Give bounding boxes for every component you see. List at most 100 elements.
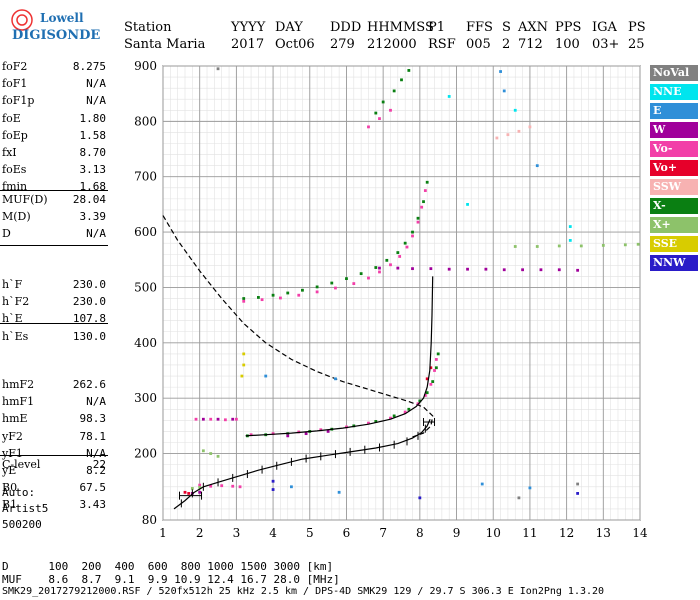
footer-muf-row: MUF 8.6 8.7 9.1 9.9 10.9 12.4 16.7 28.0 …: [2, 573, 340, 586]
param-key: M(D): [2, 210, 31, 224]
data-point: [389, 263, 392, 267]
param-row: foEp 1.58: [2, 129, 106, 145]
data-point: [290, 485, 293, 489]
data-point: [506, 133, 510, 137]
param-key: D: [2, 227, 11, 241]
data-point: [198, 483, 202, 487]
data-point: [194, 417, 198, 421]
data-point: [422, 200, 425, 204]
param-key: hmF1: [2, 395, 35, 409]
data-point: [242, 352, 246, 356]
param-value: 3.43: [79, 498, 107, 512]
data-point: [220, 484, 224, 488]
param-separator: [0, 323, 108, 324]
param-row: yF1 N/A: [2, 447, 106, 463]
data-point: [396, 266, 400, 270]
data-point: [480, 482, 484, 486]
header-hhmmss-label: HHMMSS: [367, 20, 434, 35]
legend-item: X-: [650, 198, 698, 214]
footer-distance-row: D 100 200 400 600 800 1000 1500 3000 [km…: [2, 560, 334, 573]
param-key: yF1: [2, 446, 23, 460]
x-tick-label: 5: [306, 526, 314, 540]
data-point: [334, 377, 337, 381]
data-point: [403, 241, 407, 245]
data-point: [466, 267, 469, 271]
x-tick-label: 10: [486, 526, 501, 540]
legend-item: SSE: [650, 236, 698, 252]
param-key: C-level: [2, 458, 41, 471]
data-point: [242, 363, 246, 367]
y-tick-label: 80: [142, 513, 157, 527]
param-value: 98.3: [79, 412, 107, 426]
param-value: 230.0: [72, 278, 106, 291]
y-tick-label: 300: [134, 391, 157, 405]
param-row: hmF2 262.6: [2, 378, 106, 394]
param-key: h`Es: [2, 329, 29, 343]
x-tick-label: 14: [632, 526, 648, 540]
data-point: [271, 479, 275, 483]
param-value: 107.8: [72, 312, 106, 326]
data-point: [216, 67, 220, 71]
data-point: [539, 268, 543, 272]
data-point: [385, 258, 389, 262]
param-key: B1: [2, 498, 18, 512]
data-point: [238, 485, 242, 489]
param-value: 230.0: [72, 295, 106, 309]
header-ps-label: PS: [628, 20, 646, 35]
data-point: [381, 100, 385, 104]
x-tick-label: 13: [596, 526, 611, 540]
data-point: [576, 482, 580, 486]
data-point: [315, 285, 319, 289]
data-point: [374, 420, 378, 423]
profile-curve: [173, 418, 431, 510]
data-point: [378, 117, 381, 120]
param-value: 78.1: [79, 429, 107, 443]
data-point: [301, 288, 304, 292]
data-point: [359, 272, 363, 276]
param-row: foE 1.80: [2, 112, 106, 128]
param-value: 1.58: [79, 128, 107, 142]
data-point: [528, 486, 532, 490]
data-point: [601, 243, 605, 247]
header-ddd-value: 279: [330, 37, 355, 52]
data-point: [411, 230, 414, 234]
data-point: [425, 391, 429, 395]
auto-label: Auto:: [2, 486, 36, 499]
data-point: [223, 418, 227, 422]
data-point: [378, 266, 381, 270]
data-point: [517, 496, 521, 500]
x-tick-label: 4: [269, 526, 277, 540]
header-station-value: Santa Maria: [124, 37, 206, 52]
data-point: [521, 268, 524, 272]
data-point: [378, 270, 381, 274]
data-point: [297, 293, 301, 297]
data-point: [425, 180, 429, 184]
data-point: [429, 366, 433, 370]
data-point: [495, 136, 499, 140]
param-key: MUF(D): [2, 193, 48, 206]
param-key: h`F2: [2, 295, 30, 309]
header-s-label: S: [502, 20, 511, 35]
data-point: [513, 108, 517, 112]
y-tick-label: 800: [134, 114, 157, 128]
data-point: [392, 414, 396, 418]
data-point: [423, 394, 427, 397]
data-point: [279, 296, 282, 300]
data-point: [231, 417, 235, 421]
data-point: [389, 108, 392, 112]
data-point: [502, 89, 506, 93]
param-row: B1 3.43: [2, 498, 106, 514]
auto-algorithm: Artist5: [2, 502, 49, 515]
header-ps-value: 25: [628, 37, 645, 52]
param-key: h`E: [2, 312, 23, 326]
data-point: [315, 290, 319, 294]
data-point: [201, 449, 205, 453]
y-tick-label: 900: [134, 59, 157, 73]
param-row: D N/A: [2, 227, 106, 243]
data-point: [636, 242, 640, 246]
param-key: B0: [2, 481, 18, 495]
param-value: 8.275: [72, 60, 106, 73]
param-key: foF1p: [2, 94, 35, 108]
data-point: [326, 430, 330, 433]
trace-curve: [245, 276, 434, 437]
